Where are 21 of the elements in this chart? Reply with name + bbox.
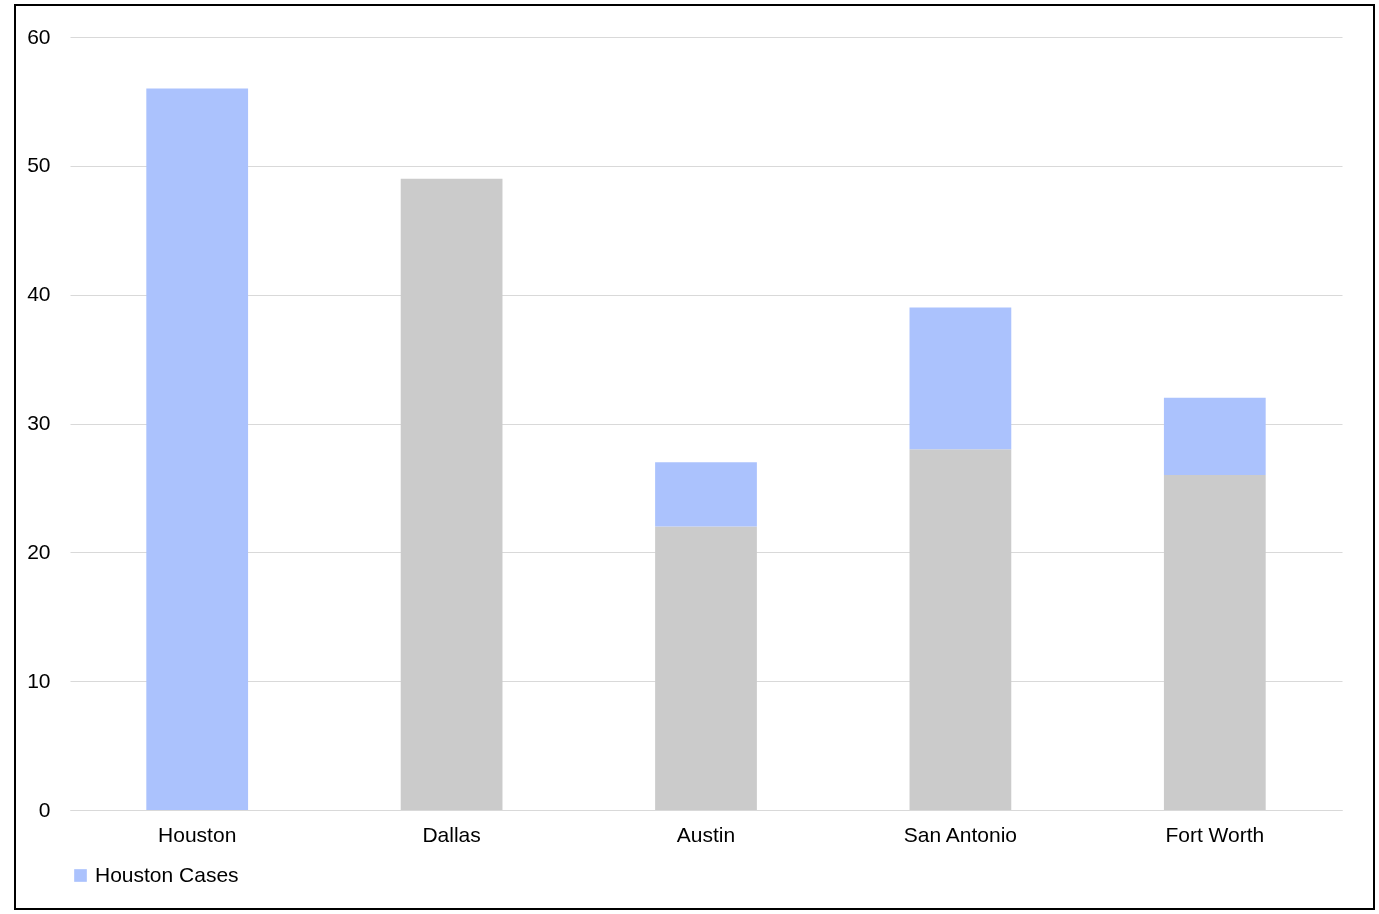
bar: [909, 307, 1012, 450]
bar: [146, 88, 249, 810]
bar: [1163, 475, 1266, 810]
y-tick-label: 0: [38, 797, 51, 821]
x-tick-label: Fort Worth: [1165, 822, 1265, 846]
bar: [655, 526, 757, 810]
y-tick-label: 50: [27, 153, 51, 177]
bar: [1163, 397, 1266, 476]
legend-label: Houston Cases: [95, 862, 239, 886]
bar: [655, 462, 757, 527]
y-tick-label: 10: [27, 668, 51, 692]
x-tick-label: Houston: [158, 822, 237, 846]
y-tick-label: 30: [27, 411, 51, 434]
y-tick-label: 20: [27, 539, 51, 563]
bar: [400, 178, 503, 810]
y-tick-label: 40: [27, 282, 51, 306]
x-tick-label: San Antonio: [903, 822, 1018, 846]
x-tick-label: Austin: [676, 822, 736, 846]
x-tick-label: Dallas: [422, 822, 481, 846]
y-tick-label: 60: [27, 24, 51, 48]
bar: [909, 449, 1012, 810]
